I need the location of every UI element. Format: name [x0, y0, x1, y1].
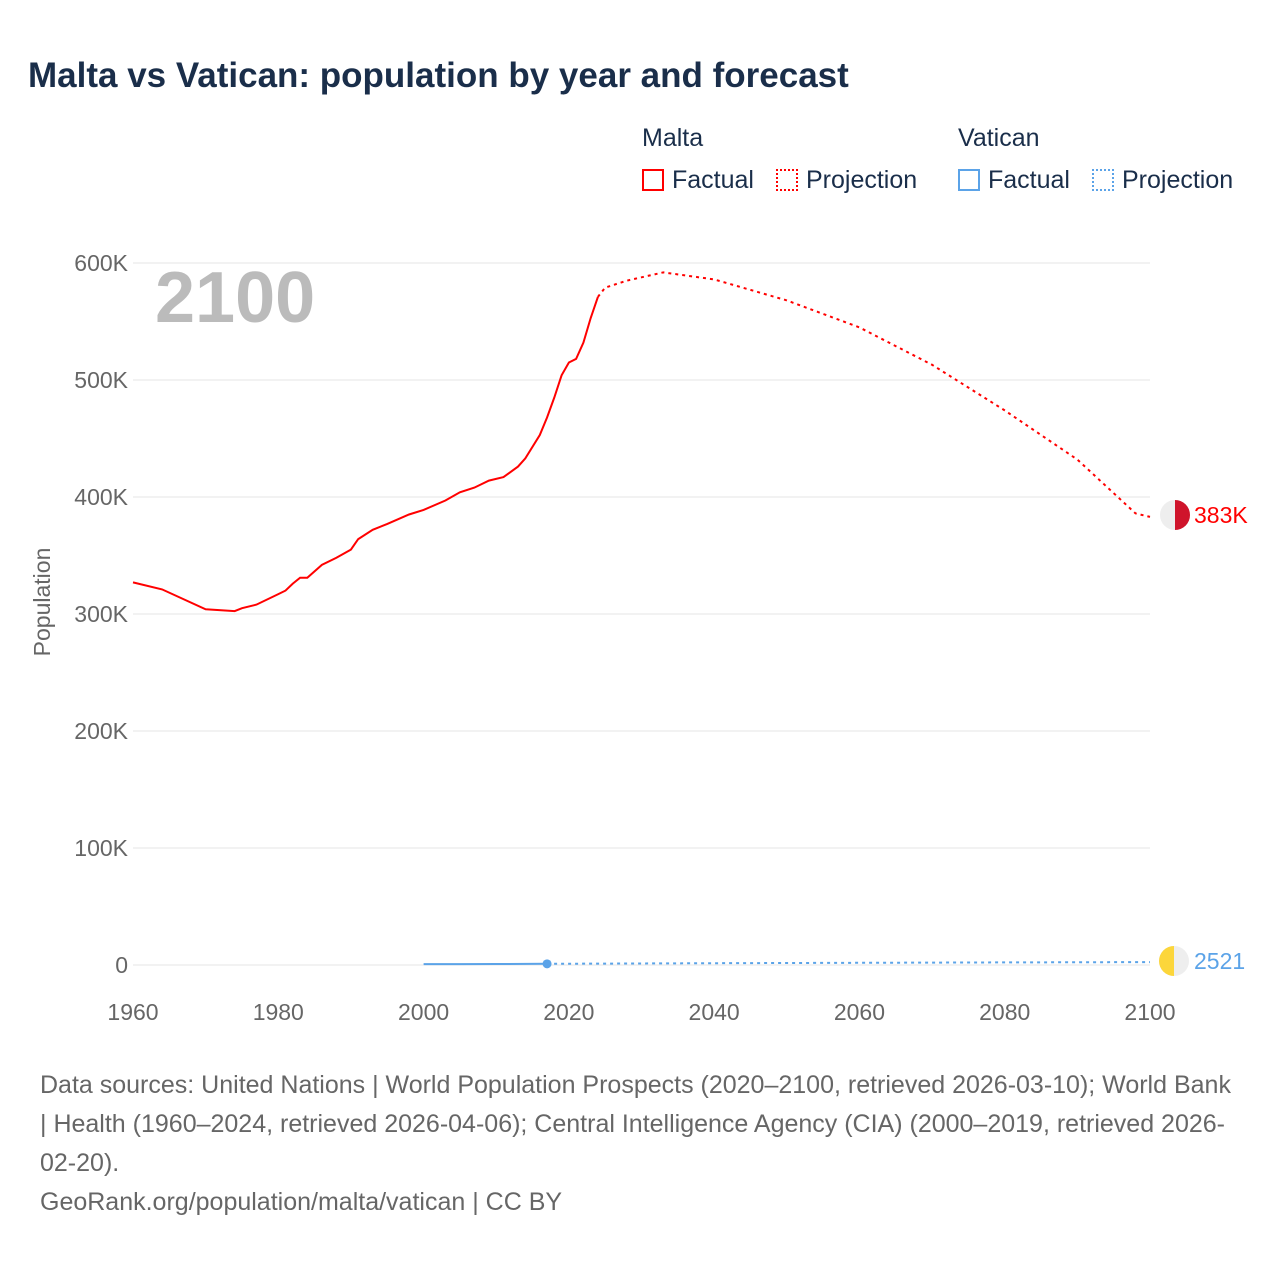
- y-axis-label: Population: [29, 548, 55, 657]
- y-tick-label: 600K: [74, 250, 128, 276]
- x-tick-label: 2020: [543, 999, 594, 1025]
- malta-flag-red-half: [1175, 500, 1190, 530]
- series-line-vatican-projection: [547, 961, 1151, 965]
- footer: Data sources: United Nations | World Pop…: [40, 1066, 1240, 1222]
- x-tick-label: 2080: [979, 999, 1030, 1025]
- credit-link[interactable]: GeoRank.org/population/malta/vatican | C…: [40, 1188, 563, 1216]
- legend-label: Projection: [806, 166, 918, 194]
- malta-end-label: 383K: [1194, 502, 1248, 528]
- x-tick-label: 2060: [834, 999, 885, 1025]
- plot-area: 2100 Population 0 100K 200K 300K 400K 500K 600…: [29, 250, 1248, 1025]
- legend-vatican-factual[interactable]: Factual: [958, 166, 1070, 195]
- y-tick-label: 200K: [74, 718, 128, 744]
- y-tick-label: 100K: [74, 835, 128, 861]
- legend-swatch-solid: [642, 169, 664, 191]
- legend-vatican-projection[interactable]: Projection: [1092, 166, 1233, 195]
- vatican-last-factual-point: [542, 959, 552, 969]
- legend-swatch-dotted: [776, 169, 798, 191]
- series-line-malta-factual: [132, 296, 599, 613]
- series-line-malta-projection: [597, 271, 1151, 518]
- legend-swatch-solid: [958, 169, 980, 191]
- chart-title: Malta vs Vatican: population by year and…: [28, 56, 849, 95]
- y-tick-label: 500K: [74, 367, 128, 393]
- x-tick-label: 2100: [1124, 999, 1175, 1025]
- vatican-end-label: 2521: [1194, 948, 1245, 974]
- data-sources: Data sources: United Nations | World Pop…: [40, 1071, 1231, 1177]
- legend-group-malta: Malta: [642, 124, 704, 152]
- y-tick-label: 0: [115, 952, 128, 978]
- legend-malta-factual[interactable]: Factual: [642, 166, 754, 195]
- legend-label: Projection: [1122, 166, 1234, 194]
- legend-label: Factual: [672, 166, 754, 194]
- x-tick-label: 2040: [689, 999, 740, 1025]
- y-tick-label: 400K: [74, 484, 128, 510]
- year-overlay: 2100: [155, 258, 315, 338]
- legend-label: Factual: [988, 166, 1070, 194]
- legend-swatch-dotted: [1092, 169, 1114, 191]
- legend-malta-projection[interactable]: Projection: [776, 166, 917, 195]
- vatican-flag-yellow-half: [1159, 946, 1174, 976]
- x-tick-label: 1980: [253, 999, 304, 1025]
- y-tick-label: 300K: [74, 601, 128, 627]
- legend-group-vatican: Vatican: [958, 124, 1040, 152]
- x-tick-label: 1960: [107, 999, 158, 1025]
- x-tick-label: 2000: [398, 999, 449, 1025]
